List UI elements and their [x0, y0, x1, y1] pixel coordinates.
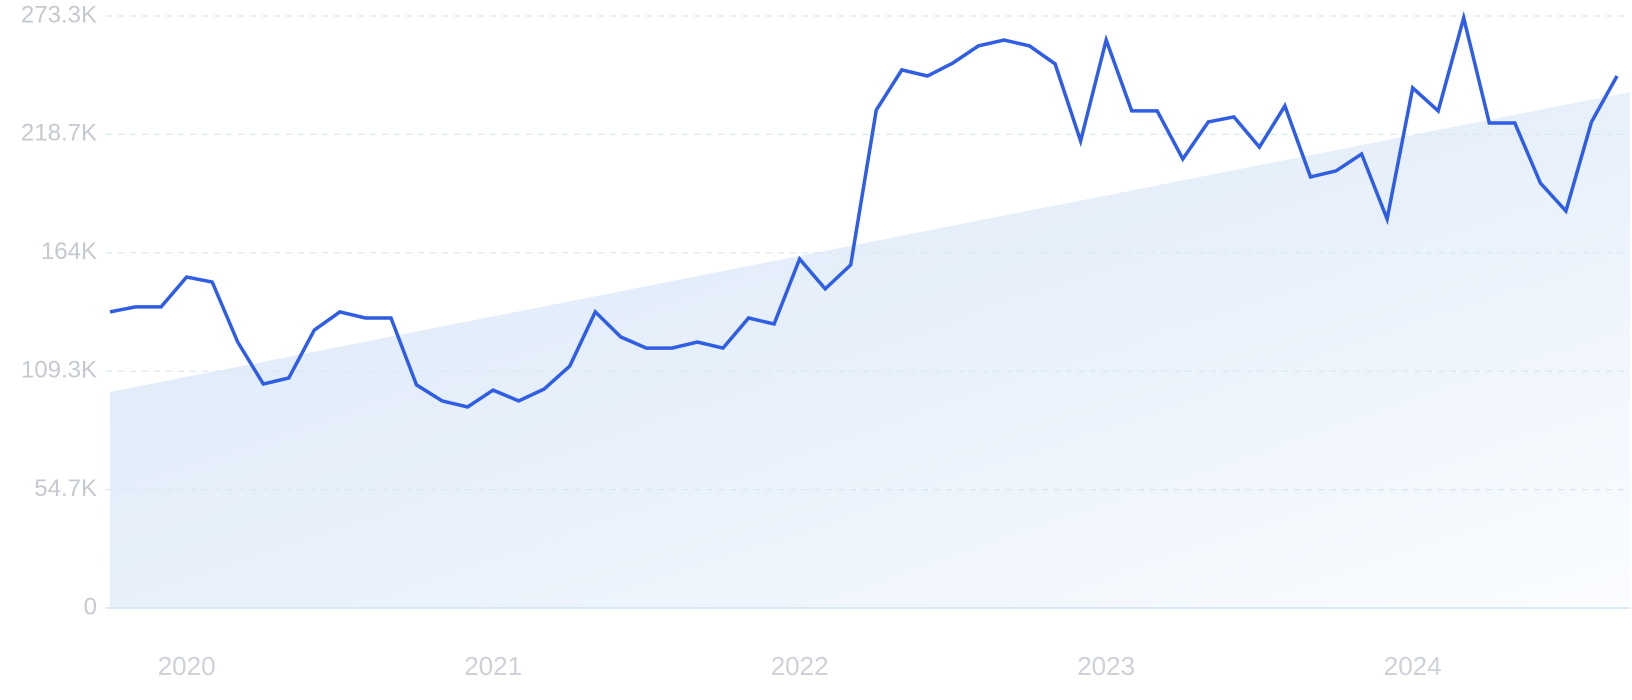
y-tick-label: 109.3K: [21, 357, 97, 384]
y-tick-label: 164K: [41, 238, 97, 265]
y-tick-label: 218.7K: [21, 120, 97, 147]
x-tick-label: 2022: [771, 651, 829, 681]
y-tick-label: 273.3K: [21, 1, 97, 28]
x-tick-label: 2024: [1384, 651, 1442, 681]
x-tick-label: 2023: [1077, 651, 1135, 681]
x-tick-label: 2021: [464, 651, 522, 681]
y-tick-label: 54.7K: [34, 475, 97, 502]
x-tick-label: 2020: [158, 651, 216, 681]
trend-area: [110, 92, 1630, 608]
y-tick-label: 0: [84, 593, 97, 620]
data-line: [109, 10, 1619, 409]
